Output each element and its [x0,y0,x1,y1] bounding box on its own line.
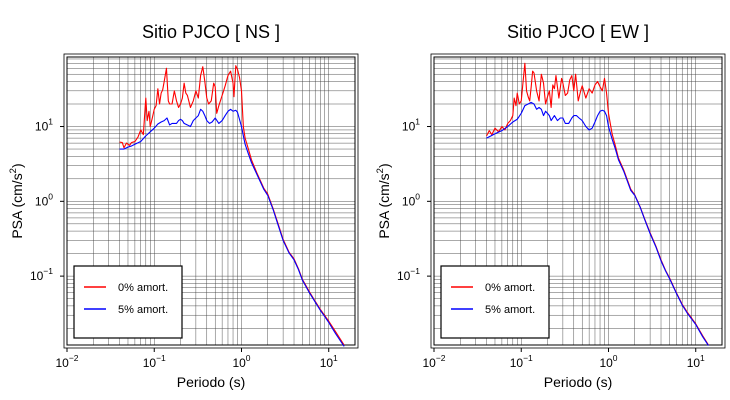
y-tick-label: 100 [35,191,53,208]
chart-title: Sitio PJCO [ NS ] [142,22,280,42]
y-tick-label: 100 [402,191,420,208]
x-tick-label: 10−1 [510,353,533,370]
series-line-5pct [486,101,709,346]
legend-label-5pct: 5% amort. [485,304,535,316]
y-axis-label: PSA (cm/s2) [8,163,25,238]
x-tick-label: 100 [232,353,250,370]
legend: 0% amort. 5% amort. [440,265,550,339]
legend-label-5pct: 5% amort. [118,304,168,316]
legend-label-0pct: 0% amort. [485,282,535,294]
y-axis-label: PSA (cm/s2) [375,163,392,238]
y-tick-label: 10−1 [397,266,420,283]
plot-frame [66,56,356,346]
chart-panel-ew: Sitio PJCO [ EW ] 10−2 10−1 100 101 10−1 100 10… [375,22,726,390]
y-tick-label: 10−1 [30,266,53,283]
series-line-5pct [119,108,345,347]
legend: 0% amort. 5% amort. [73,265,183,339]
y-tick-label: 101 [35,117,53,134]
legend-label-0pct: 0% amort. [118,282,168,294]
x-tick-label: 101 [320,353,338,370]
y-tick-label: 101 [402,117,420,134]
plot-frame [433,56,723,346]
x-axis-label: Periodo (s) [544,374,612,390]
legend-box [73,265,183,339]
legend-box [440,265,550,339]
chart-title: Sitio PJCO [ EW ] [507,22,649,42]
x-tick-label: 10−2 [55,353,78,370]
grid [66,57,356,345]
x-tick-label: 10−1 [143,353,166,370]
x-tick-label: 100 [599,353,617,370]
x-tick-label: 101 [687,353,705,370]
x-tick-label: 10−2 [422,353,445,370]
chart-panel-ns: Sitio PJCO [ NS ] 10−2 10−1 100 101 10−1 100 10… [8,22,359,390]
x-axis-label: Periodo (s) [177,374,245,390]
